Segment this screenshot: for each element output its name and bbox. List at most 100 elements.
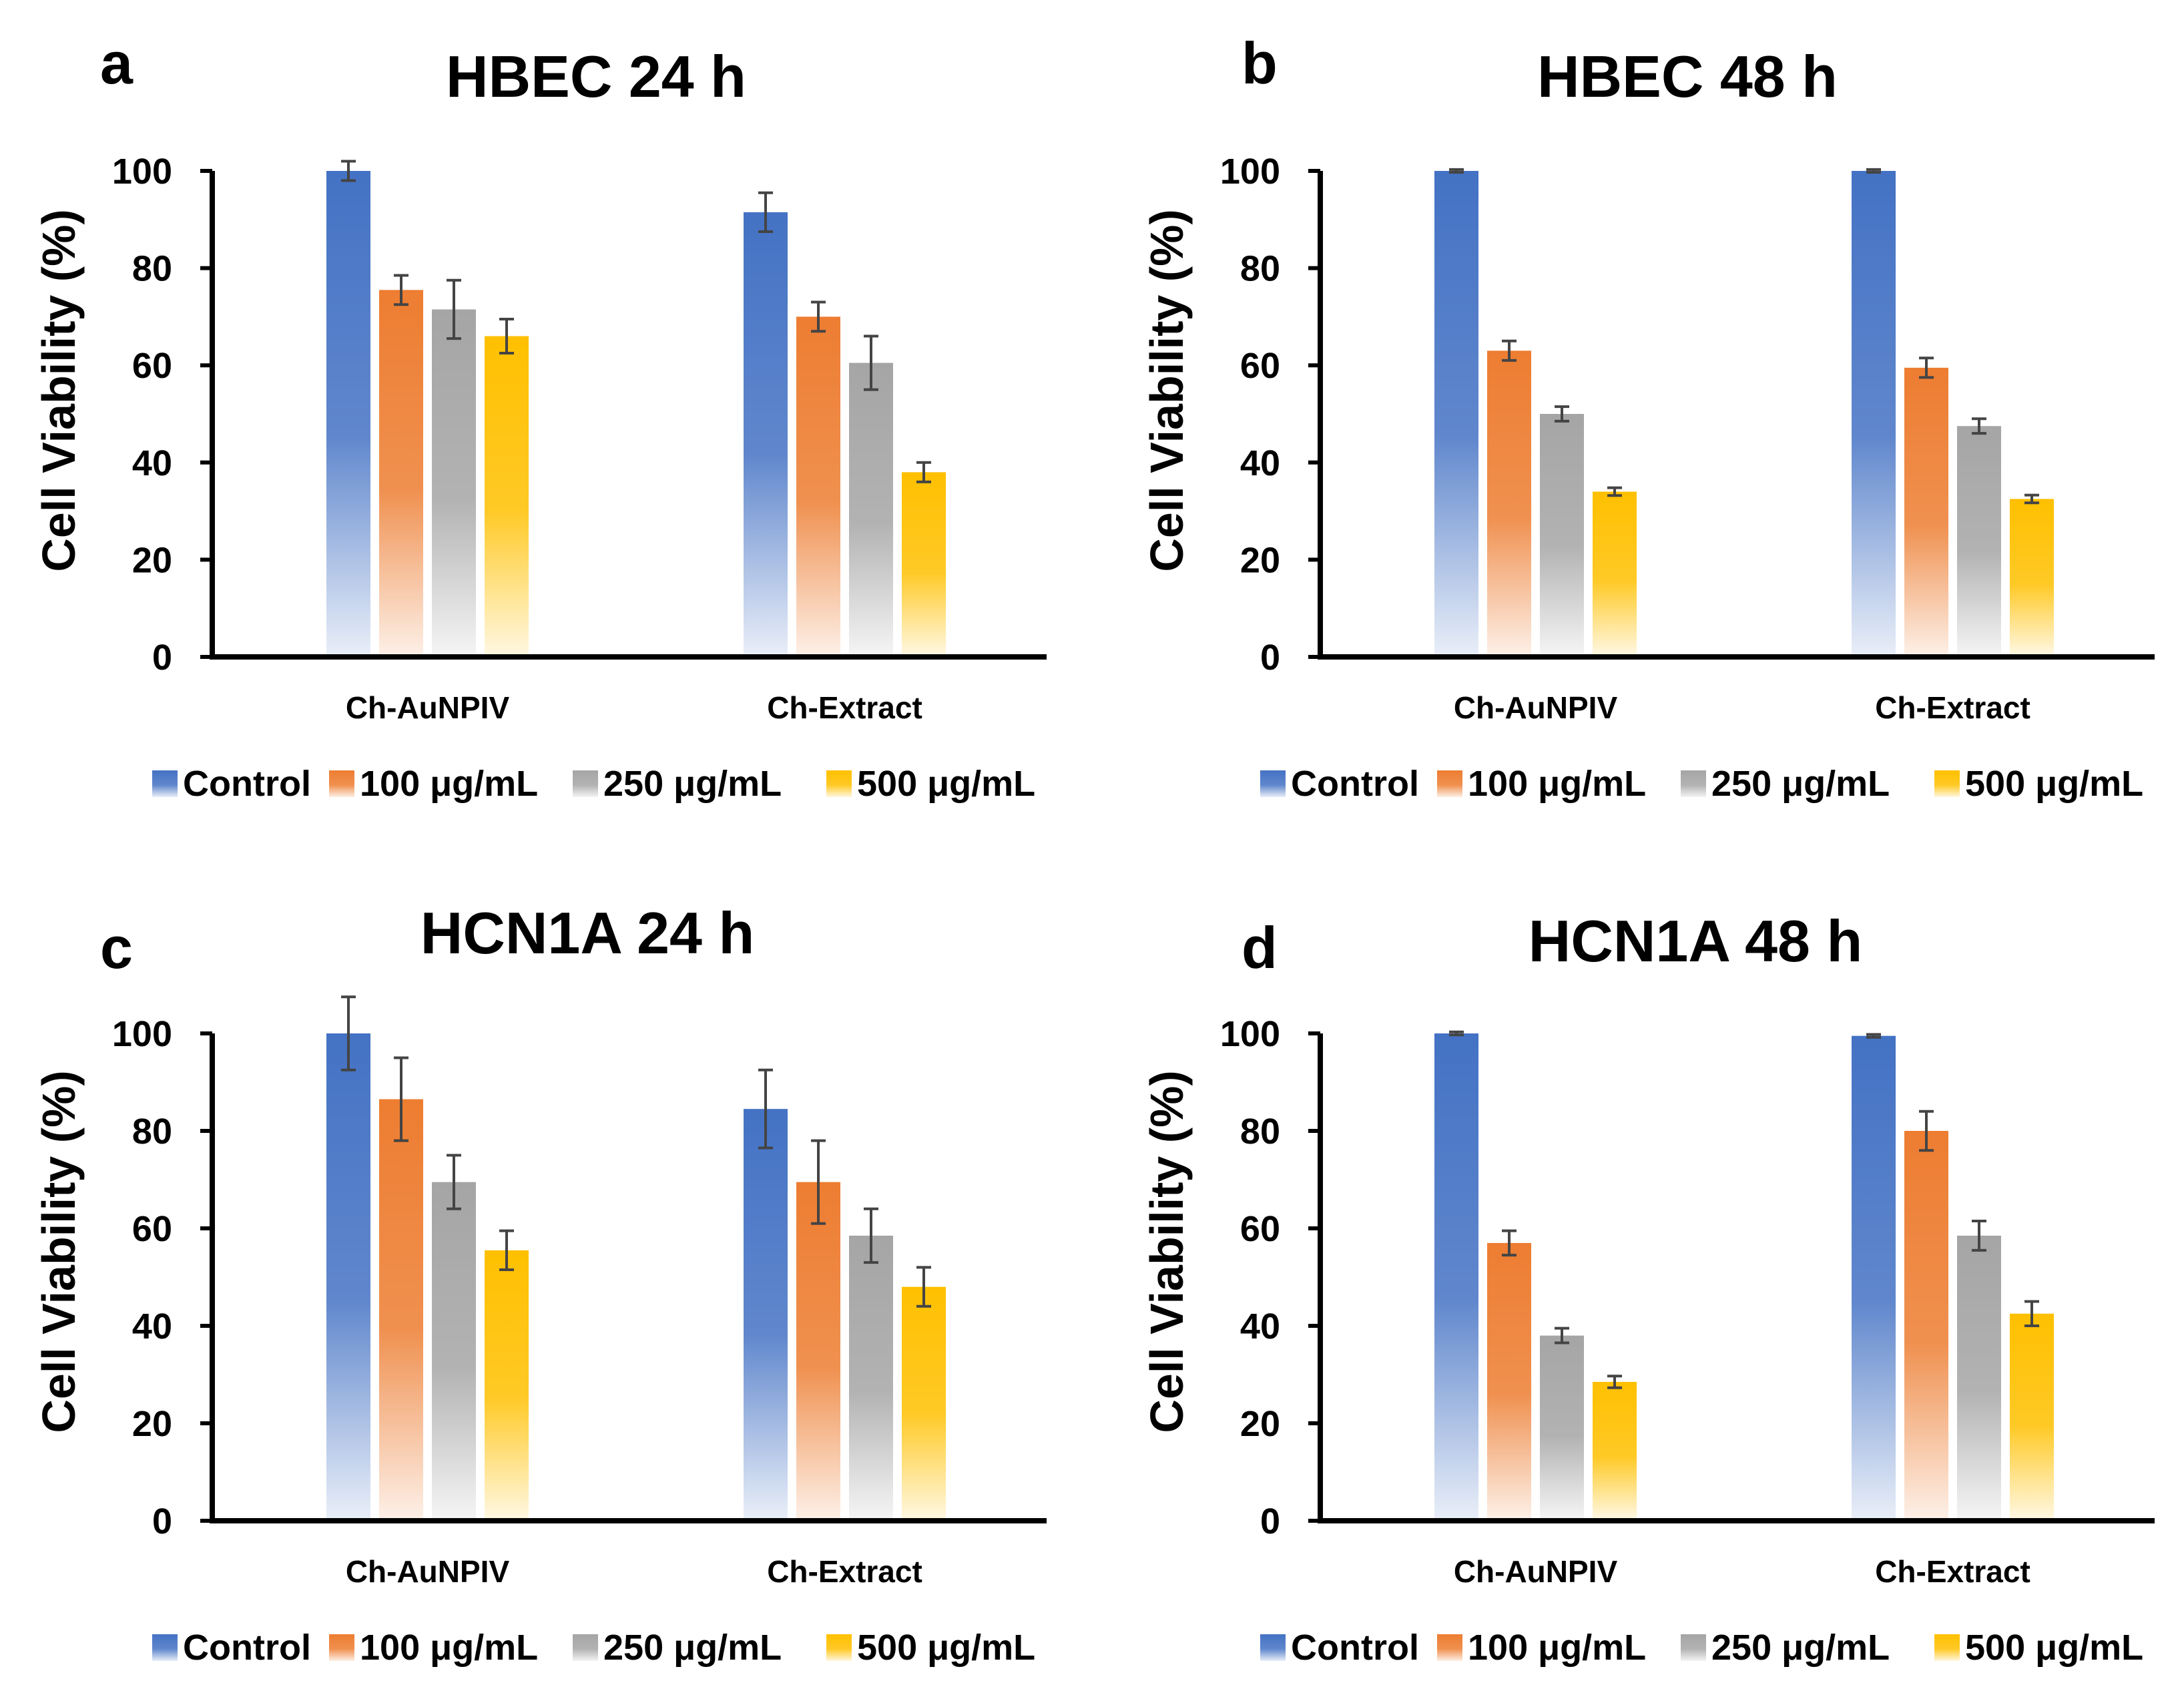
bar [796, 316, 840, 654]
legend-swatch [329, 770, 354, 797]
legend-swatch [573, 1634, 598, 1661]
bar [744, 212, 788, 654]
error-bar [341, 160, 356, 182]
error-bar [499, 1229, 514, 1272]
bar [796, 1182, 840, 1518]
legend-item: Control [152, 764, 311, 804]
legend-label: 250 μg/mL [603, 1628, 782, 1668]
legend-label: 100 μg/mL [360, 764, 538, 804]
error-bar [1919, 1110, 1934, 1152]
y-tick-label: 20 [132, 1404, 172, 1444]
panel-b: b HBEC 48 h Cell Viability (%) 0 20 40 60 80… [1141, 30, 2155, 804]
x-category-label: Ch-AuNPIV [346, 690, 510, 725]
bar [1852, 171, 1896, 654]
error-bar [341, 995, 356, 1071]
y-tick-label: 40 [132, 443, 172, 483]
y-tick-label: 0 [1260, 1501, 1280, 1541]
chart-title: HBEC 24 h [446, 43, 746, 109]
panel-c: c HCN1A 24 h Cell Viability (%) 0 20 40 60 8… [33, 900, 1047, 1668]
y-tick-label: 100 [1220, 152, 1280, 192]
x-category-label: Ch-Extract [767, 690, 922, 725]
panel-a: a HBEC 24 h Cell Viability (%) 0 20 40 60 80… [33, 30, 1047, 804]
error-bar [394, 1056, 408, 1142]
panel-letter: a [100, 30, 133, 96]
legend-label: 100 μg/mL [1468, 764, 1646, 804]
bar [379, 290, 423, 654]
legend-item: 250 μg/mL [1681, 764, 1890, 804]
bar [744, 1109, 788, 1518]
bar [902, 472, 946, 654]
bar [326, 1033, 370, 1518]
plot-area: 0 20 40 60 80 100 Ch-AuNPIV Ch-Extract Control 10… [112, 152, 1047, 804]
bar [1593, 1381, 1637, 1518]
error-bar [811, 300, 826, 333]
bar [379, 1099, 423, 1518]
bar [849, 1235, 893, 1518]
y-tick-label: 20 [1240, 540, 1280, 580]
error-bar [1449, 1030, 1464, 1037]
error-bar [1972, 1220, 1986, 1252]
legend-item: 100 μg/mL [1437, 764, 1646, 804]
bar [1904, 1131, 1948, 1518]
legend-item: 500 μg/mL [1934, 764, 2143, 804]
y-tick-label: 80 [132, 1112, 172, 1152]
y-axis-label: Cell Viability (%) [1141, 1070, 1193, 1433]
bar [1434, 1033, 1478, 1518]
bar [432, 309, 476, 655]
x-category-label: Ch-AuNPIV [1454, 1554, 1618, 1589]
chart-title: HBEC 48 h [1537, 43, 1838, 109]
y-tick-label: 60 [132, 346, 172, 386]
legend-swatch [573, 770, 598, 797]
chart-title: HCN1A 48 h [1529, 908, 1862, 974]
legend-label: 250 μg/mL [603, 764, 782, 804]
legend-swatch [152, 1634, 178, 1661]
error-bar [758, 1068, 773, 1150]
error-bar [1866, 1033, 1881, 1039]
legend-label: 500 μg/mL [1965, 1628, 2143, 1668]
y-tick-label: 60 [1240, 346, 1280, 386]
bar [1593, 491, 1637, 654]
legend-item: 100 μg/mL [1437, 1628, 1646, 1668]
legend-label: 500 μg/mL [857, 1628, 1035, 1668]
legend-label: 500 μg/mL [857, 764, 1035, 804]
y-tick-label: 80 [1240, 1112, 1280, 1152]
legend-label: Control [1291, 1628, 1419, 1668]
chart-title: HCN1A 24 h [421, 900, 754, 966]
y-tick-label: 100 [112, 152, 172, 192]
legend-swatch [1934, 770, 1960, 797]
error-bar [1607, 1375, 1622, 1389]
y-axis-label: Cell Viability (%) [33, 209, 85, 571]
error-bar [2024, 1300, 2039, 1327]
y-tick-label: 40 [132, 1306, 172, 1347]
bar [2010, 499, 2054, 654]
error-bar [1502, 1229, 1517, 1257]
plot-area: 0 20 40 60 80 100 Ch-AuNPIV Ch-Extract Control 10… [112, 995, 1047, 1668]
legend-label: 250 μg/mL [1711, 1628, 1890, 1668]
legend-label: Control [183, 764, 311, 804]
legend-swatch [329, 1634, 354, 1661]
bar [1540, 414, 1584, 654]
bar [1957, 1235, 2001, 1518]
error-bar [447, 1154, 461, 1210]
legend-item: Control [1260, 1628, 1419, 1668]
y-tick-label: 0 [152, 1501, 172, 1541]
bar [485, 336, 529, 654]
y-tick-label: 20 [132, 540, 172, 580]
y-tick-label: 80 [1240, 249, 1280, 289]
error-bar [1502, 339, 1517, 362]
legend-swatch [1934, 1634, 1960, 1661]
error-bar [758, 191, 773, 233]
error-bar [916, 461, 931, 483]
legend-swatch [1437, 1634, 1462, 1661]
error-bar [811, 1139, 826, 1225]
legend-item: 500 μg/mL [1934, 1628, 2143, 1668]
error-bar [1607, 486, 1622, 497]
legend-item: 500 μg/mL [826, 764, 1035, 804]
bar [1487, 350, 1531, 654]
error-bar [394, 274, 408, 306]
bar [432, 1182, 476, 1518]
panel-letter: d [1242, 915, 1278, 981]
legend-label: 100 μg/mL [1468, 1628, 1646, 1668]
bar [1434, 171, 1478, 654]
